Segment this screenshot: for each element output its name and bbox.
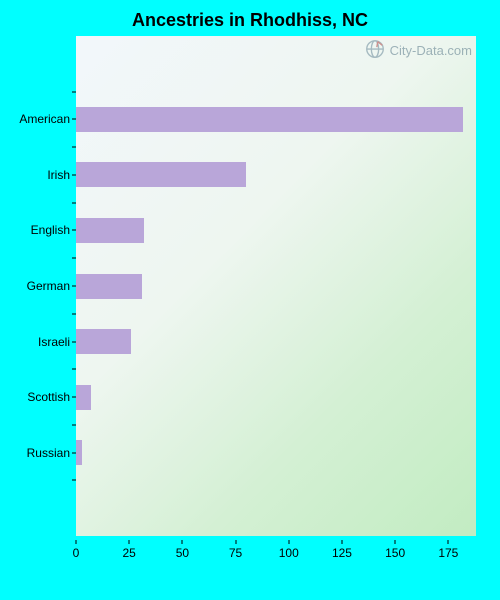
x-axis-tick	[448, 540, 449, 544]
y-axis-tick	[72, 119, 76, 120]
y-axis-tick	[72, 174, 76, 175]
x-axis-label: 50	[176, 546, 189, 560]
y-axis-tick	[72, 397, 76, 398]
y-axis-label: American	[19, 112, 70, 126]
x-axis-label: 0	[73, 546, 80, 560]
chart-title: Ancestries in Rhodhiss, NC	[0, 0, 500, 31]
x-axis-label: 100	[279, 546, 299, 560]
y-axis-label: German	[27, 279, 70, 293]
y-axis-labels: American Irish English German Israeli Scottis…	[18, 36, 74, 536]
x-axis-tick	[395, 540, 396, 544]
bar	[76, 385, 91, 410]
x-axis-label: 175	[438, 546, 458, 560]
x-axis-label: 125	[332, 546, 352, 560]
y-axis-label: Israeli	[38, 335, 70, 349]
x-axis-label: 150	[385, 546, 405, 560]
chart-container: American Irish English German Israeli Scottis…	[18, 36, 482, 566]
y-axis-tick	[72, 258, 76, 259]
plot-area	[76, 36, 476, 536]
y-axis-tick	[72, 452, 76, 453]
y-axis-label: Russian	[27, 446, 70, 460]
y-axis-tick	[72, 147, 76, 148]
y-axis-label: Scottish	[27, 390, 70, 404]
x-axis-tick	[129, 540, 130, 544]
y-axis-tick	[72, 369, 76, 370]
x-axis-tick	[341, 540, 342, 544]
y-axis-tick	[72, 286, 76, 287]
y-axis-tick	[72, 91, 76, 92]
y-axis-tick	[72, 313, 76, 314]
bar	[76, 218, 144, 243]
x-axis-label: 75	[229, 546, 242, 560]
bar	[76, 440, 82, 465]
x-axis-tick	[76, 540, 77, 544]
y-axis-tick	[72, 230, 76, 231]
x-axis-label: 25	[123, 546, 136, 560]
x-axis-labels: 0 25 50 75 100 125 150 175	[76, 540, 476, 560]
bar	[76, 329, 131, 354]
bar	[76, 162, 246, 187]
y-axis-tick	[72, 202, 76, 203]
y-axis-label: English	[31, 223, 70, 237]
y-axis-tick	[72, 480, 76, 481]
y-axis-tick	[72, 424, 76, 425]
bar	[76, 107, 463, 132]
bar	[76, 274, 142, 299]
watermark: City-Data.com	[364, 38, 472, 63]
x-axis-tick	[235, 540, 236, 544]
globe-icon	[364, 38, 386, 63]
y-axis-label: Irish	[47, 168, 70, 182]
x-axis-tick	[288, 540, 289, 544]
watermark-text: City-Data.com	[390, 43, 472, 58]
y-axis-tick	[72, 341, 76, 342]
x-axis-tick	[182, 540, 183, 544]
